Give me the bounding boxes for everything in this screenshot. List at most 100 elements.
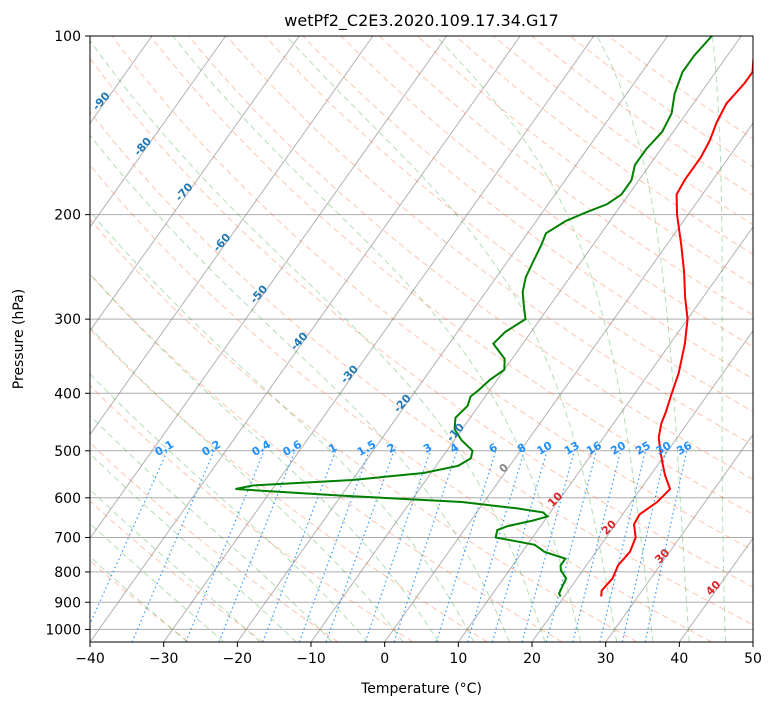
mixing-ratio-line <box>90 450 168 626</box>
isotherm-line <box>605 433 753 642</box>
moist-adiabat-line <box>90 210 475 642</box>
isotherm-line <box>531 329 753 642</box>
isotherm-line <box>163 36 595 642</box>
y-tick-label: 1000 <box>45 622 81 638</box>
moist-adiabat-line <box>90 373 368 642</box>
dry-adiabat-line <box>90 218 638 642</box>
isotherm-line <box>310 36 742 642</box>
moist-adiabat-line <box>90 488 261 642</box>
isotherm-line <box>90 36 521 642</box>
mixing-ratio-label: 3 <box>421 441 434 456</box>
plot-area: 0.1 0.2 0.4 0.6 1 1.5 2 3 4 6 8 10 13 16 20 25 30 36-100-… <box>0 36 775 642</box>
dry-adiabat-line <box>493 36 753 226</box>
isotherm-line <box>0 36 5 642</box>
y-tick-label: 100 <box>54 29 81 45</box>
mixing-ratio-line <box>466 450 525 642</box>
x-axis-label: Temperature (°C) <box>360 681 482 697</box>
x-tick-label: 10 <box>449 651 467 667</box>
dry-adiabat-line <box>90 384 414 642</box>
moist-adiabat-label: 30 <box>652 546 672 566</box>
moist-adiabat-line <box>435 36 654 642</box>
mixing-ratio-label: 36 <box>674 439 694 458</box>
x-tick-label: 20 <box>523 651 541 667</box>
y-tick-label: 200 <box>54 208 81 224</box>
y-tick-label: 900 <box>54 595 81 611</box>
y-axis-ticks: 100 200 300 400 500 600 700 800 900 1000 <box>45 29 90 638</box>
y-tick-label: 600 <box>54 491 81 507</box>
dewpoint-profile-line <box>235 36 713 597</box>
dry-adiabat-line <box>302 36 753 380</box>
dry-adiabat-line <box>90 328 488 642</box>
moist-adiabat-label: 20 <box>599 517 619 537</box>
mixing-ratio-label: 0.2 <box>200 438 223 459</box>
dry-adiabat-line <box>90 441 339 642</box>
moist-adiabat-line <box>172 36 582 642</box>
chart-title: wetPf2_C2E3.2020.109.17.34.G17 <box>284 11 558 31</box>
mixing-ratio-line <box>491 450 548 642</box>
moist-adiabat-line <box>596 36 690 642</box>
isotherm-line <box>384 122 753 642</box>
moist-adiabat-line <box>90 134 510 642</box>
dry-adiabat-line <box>264 36 753 413</box>
dry-adiabat-line <box>531 36 753 197</box>
x-tick-label: 40 <box>670 651 688 667</box>
dry-adiabat-line <box>187 36 753 480</box>
mixing-ratio-label: 1 <box>326 441 339 456</box>
mixing-ratio-line <box>262 450 337 642</box>
moist-adiabat-label: 0 <box>497 461 512 476</box>
mixing-ratio-label: 6 <box>487 441 500 456</box>
x-axis-ticks: −40 −30 −20 −10 0 10 20 30 40 50 <box>75 642 762 667</box>
isotherm-line <box>90 36 227 228</box>
isotherm-line <box>236 36 669 642</box>
isotherm-line <box>457 226 753 642</box>
isotherm-line <box>90 36 300 332</box>
isotherm-line <box>90 36 374 436</box>
plot-frame <box>89 35 754 643</box>
x-tick-label: 0 <box>380 651 389 667</box>
mixing-ratio-line <box>599 450 646 642</box>
dry-adiabat-label: -40 <box>288 329 311 353</box>
moist-adiabat-line <box>90 522 225 642</box>
y-axis-label: Pressure (hPa) <box>11 289 27 389</box>
moist-adiabat-label: 10 <box>545 489 565 509</box>
dry-adiabat-line <box>455 36 753 255</box>
dry-adiabat-label: -80 <box>131 135 154 159</box>
dry-adiabat-line <box>90 164 712 642</box>
dry-adiabat-line <box>90 500 264 642</box>
moist-adiabat-line <box>762 36 775 642</box>
mixing-ratio-label: 30 <box>654 439 674 458</box>
moist-adiabat-line <box>90 326 404 642</box>
mixing-ratio-line <box>393 450 458 642</box>
x-tick-label: −30 <box>149 651 179 667</box>
dry-adiabat-label: -20 <box>391 392 414 416</box>
mixing-ratio-line <box>621 450 667 642</box>
y-tick-label: 800 <box>54 565 81 581</box>
y-tick-label: 400 <box>54 386 81 402</box>
dry-adiabat-label: -10 <box>444 421 467 445</box>
mixing-ratio-line <box>218 450 296 642</box>
dry-adiabat-label: -30 <box>338 362 361 386</box>
x-tick-label: 50 <box>744 651 762 667</box>
moist-adiabat-label: 40 <box>703 578 723 598</box>
mixing-ratio-line <box>521 450 575 642</box>
x-tick-label: −40 <box>75 651 105 667</box>
y-tick-label: 700 <box>54 531 81 547</box>
dry-adiabat-line <box>340 36 753 348</box>
moist-adiabat-line <box>90 414 333 642</box>
moist-adiabat-line <box>286 36 618 642</box>
dry-adiabat-label: -60 <box>210 231 233 255</box>
x-tick-label: −20 <box>223 651 253 667</box>
moist-adiabat-line <box>90 39 546 642</box>
dry-adiabat-label: -100 <box>44 43 72 72</box>
isotherm-line <box>90 36 448 540</box>
y-tick-label: 500 <box>54 444 81 460</box>
dry-adiabat-line <box>111 36 753 551</box>
mixing-ratio-line <box>364 450 431 642</box>
dry-adiabat-line <box>90 273 563 642</box>
mixing-ratio-line <box>185 450 265 642</box>
mixing-ratio-line <box>131 450 215 642</box>
mixing-ratio-label: 0.1 <box>153 438 176 459</box>
dry-adiabat-label: -50 <box>247 282 270 306</box>
background-lines <box>0 36 775 642</box>
